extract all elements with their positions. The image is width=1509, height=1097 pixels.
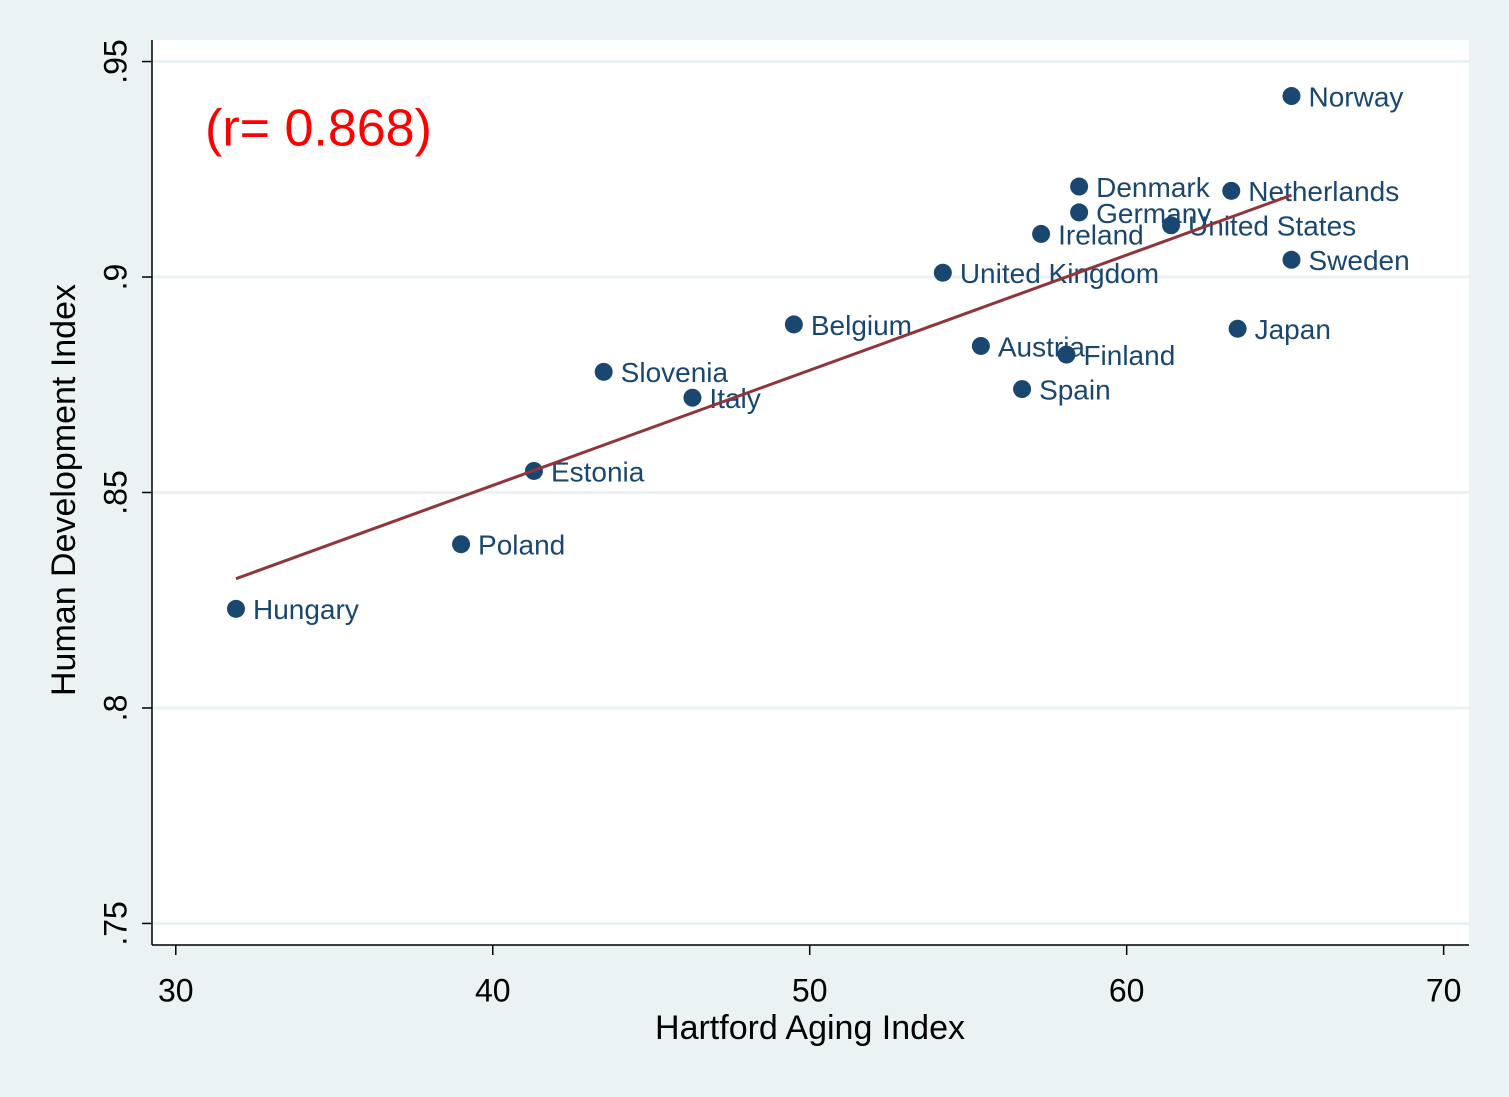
point-label: Denmark bbox=[1096, 172, 1211, 203]
point bbox=[1228, 319, 1247, 338]
point bbox=[1070, 203, 1089, 222]
point bbox=[594, 362, 613, 381]
x-tick-label: 40 bbox=[475, 972, 511, 1008]
point bbox=[784, 315, 803, 334]
point bbox=[1057, 345, 1076, 364]
point-label: Slovenia bbox=[621, 357, 729, 388]
point bbox=[1282, 250, 1301, 269]
point bbox=[1032, 224, 1051, 243]
point-label: United States bbox=[1188, 211, 1356, 242]
x-axis-title: Hartford Aging Index bbox=[655, 1009, 965, 1047]
point bbox=[226, 599, 245, 618]
x-tick-label: 30 bbox=[158, 972, 194, 1008]
x-tick-label: 50 bbox=[792, 972, 828, 1008]
y-tick-label: .9 bbox=[97, 264, 133, 291]
fit-line bbox=[235, 193, 1293, 581]
y-tick-label: .75 bbox=[97, 901, 133, 945]
y-tick-label: .95 bbox=[97, 39, 133, 83]
point bbox=[1013, 380, 1032, 399]
point-label: Spain bbox=[1039, 374, 1111, 405]
point bbox=[1162, 216, 1181, 235]
point-label: Germany bbox=[1096, 198, 1211, 229]
point-label: Ireland bbox=[1058, 219, 1144, 250]
y-tick-label: .85 bbox=[97, 470, 133, 514]
point-label: Sweden bbox=[1308, 245, 1409, 276]
annotation: (r= 0.868) bbox=[205, 100, 432, 158]
point-label: Belgium bbox=[811, 310, 912, 341]
point-label: Japan bbox=[1255, 314, 1331, 345]
point-label: United Kingdom bbox=[960, 258, 1159, 289]
y-axis-title: Human Development Index bbox=[45, 284, 83, 696]
point-label: Hungary bbox=[253, 594, 359, 625]
point bbox=[1222, 181, 1241, 200]
point-label: Poland bbox=[478, 530, 565, 561]
point-label: Estonia bbox=[551, 456, 645, 487]
y-tick-label: .8 bbox=[97, 695, 133, 722]
point bbox=[683, 388, 702, 407]
x-tick-label: 70 bbox=[1426, 972, 1462, 1008]
x-tick-label: 60 bbox=[1109, 972, 1145, 1008]
point bbox=[971, 336, 990, 355]
point bbox=[452, 535, 471, 554]
point-label: Finland bbox=[1083, 340, 1175, 371]
point bbox=[1282, 87, 1301, 106]
point-label: Norway bbox=[1308, 81, 1403, 112]
point bbox=[1070, 177, 1089, 196]
point bbox=[933, 263, 952, 282]
